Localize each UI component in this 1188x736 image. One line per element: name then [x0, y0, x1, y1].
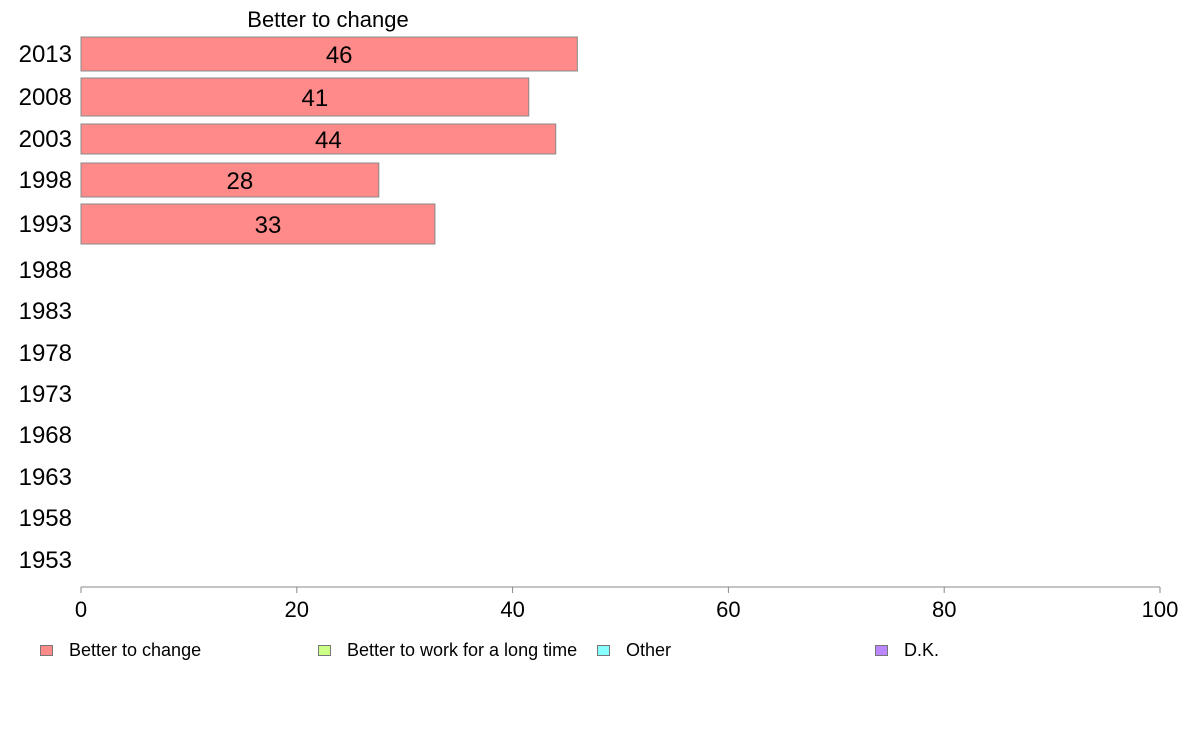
legend-label: D.K.: [904, 639, 940, 660]
legend-item-other: Other: [597, 638, 671, 662]
x-tick-label: 100: [1142, 597, 1179, 622]
x-tick-label: 60: [716, 597, 740, 622]
y-tick-label: 1983: [19, 298, 72, 325]
y-tick-label: 1958: [19, 505, 72, 532]
y-tick-label: 1968: [19, 422, 72, 449]
legend: Better to change Better to work for a lo…: [0, 638, 1188, 662]
y-tick-label: 2013: [19, 41, 72, 68]
bar-value-label: 41: [302, 85, 329, 112]
bar-value-label: 44: [315, 127, 342, 154]
legend-swatch: [40, 644, 53, 656]
y-tick-label: 1988: [19, 257, 72, 284]
legend-item-better-to-work-long: Better to work for a long time: [318, 638, 577, 662]
y-tick-label: 1963: [19, 464, 72, 491]
legend-swatch: [875, 644, 888, 656]
bar-value-label: 28: [227, 168, 254, 195]
legend-item-dk: D.K.: [875, 638, 939, 662]
bar: [80, 123, 557, 155]
bar: [80, 162, 380, 198]
x-tick-label: 80: [932, 597, 956, 622]
bar-value-label: 33: [255, 212, 282, 239]
y-tick-label: 1993: [19, 211, 72, 238]
legend-swatch: [597, 644, 610, 656]
x-tick-label: 40: [500, 597, 524, 622]
y-tick-label: 1998: [19, 167, 72, 194]
legend-label: Better to change: [69, 639, 202, 660]
y-tick-label: 1973: [19, 381, 72, 408]
legend-item-better-to-change: Better to change: [40, 638, 201, 662]
legend-label: Better to work for a long time: [347, 639, 578, 660]
chart-title: Better to change: [247, 7, 408, 32]
x-tick-label: 20: [285, 597, 309, 622]
legend-swatch: [318, 644, 331, 656]
y-tick-label: 2003: [19, 126, 72, 153]
bar: [80, 77, 530, 117]
y-tick-label: 1953: [19, 547, 72, 574]
bar: [80, 203, 436, 245]
y-tick-label: 1978: [19, 340, 72, 367]
x-tick-label: 0: [75, 597, 87, 622]
bar: [80, 36, 578, 72]
y-tick-label: 2008: [19, 84, 72, 111]
legend-label: Other: [626, 639, 672, 660]
bar-value-label: 46: [326, 42, 353, 69]
